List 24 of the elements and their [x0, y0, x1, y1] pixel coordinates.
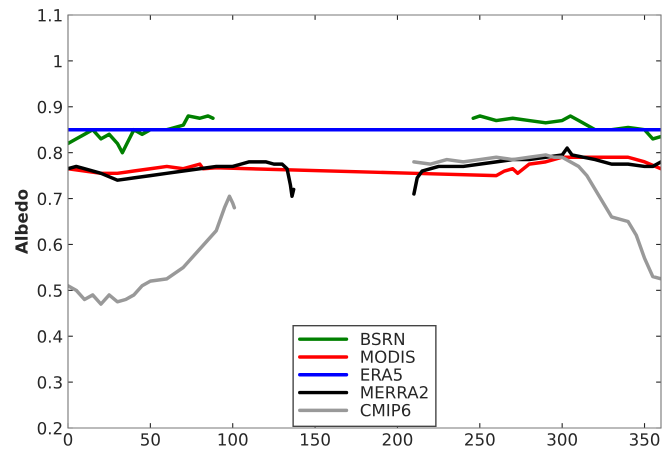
y-tick-label: 0.9 — [38, 100, 62, 114]
legend-label: ERA5 — [361, 368, 402, 381]
y-tick-label: 1 — [54, 55, 62, 68]
x-tick-label: 50 — [141, 433, 160, 446]
y-tick-label: 0.4 — [38, 330, 62, 343]
y-tick-label: 0.7 — [38, 192, 62, 206]
x-tick-label: 0 — [64, 433, 72, 446]
x-tick-label: 350 — [630, 433, 660, 446]
y-tick-label: 1.1 — [38, 9, 62, 22]
y-tick-label: 0.2 — [38, 422, 62, 435]
x-tick-label: 100 — [218, 433, 248, 446]
y-tick-label: 0.8 — [38, 146, 62, 160]
x-tick-label: 150 — [301, 433, 330, 446]
legend-label: MERRA2 — [361, 386, 428, 398]
y-tick-label: 0.5 — [38, 284, 62, 297]
y-tick-label: 0.6 — [38, 238, 62, 252]
x-tick-label: 250 — [465, 433, 495, 446]
legend-label: CMIP6 — [360, 404, 410, 416]
legend-label: MODIS — [361, 350, 415, 364]
y-axis-title: Albedo — [14, 190, 28, 254]
y-tick-label: 0.3 — [38, 376, 62, 389]
x-tick-label: 200 — [382, 433, 412, 446]
x-tick-label: 300 — [548, 433, 577, 446]
legend-label: BSRN — [361, 332, 404, 346]
